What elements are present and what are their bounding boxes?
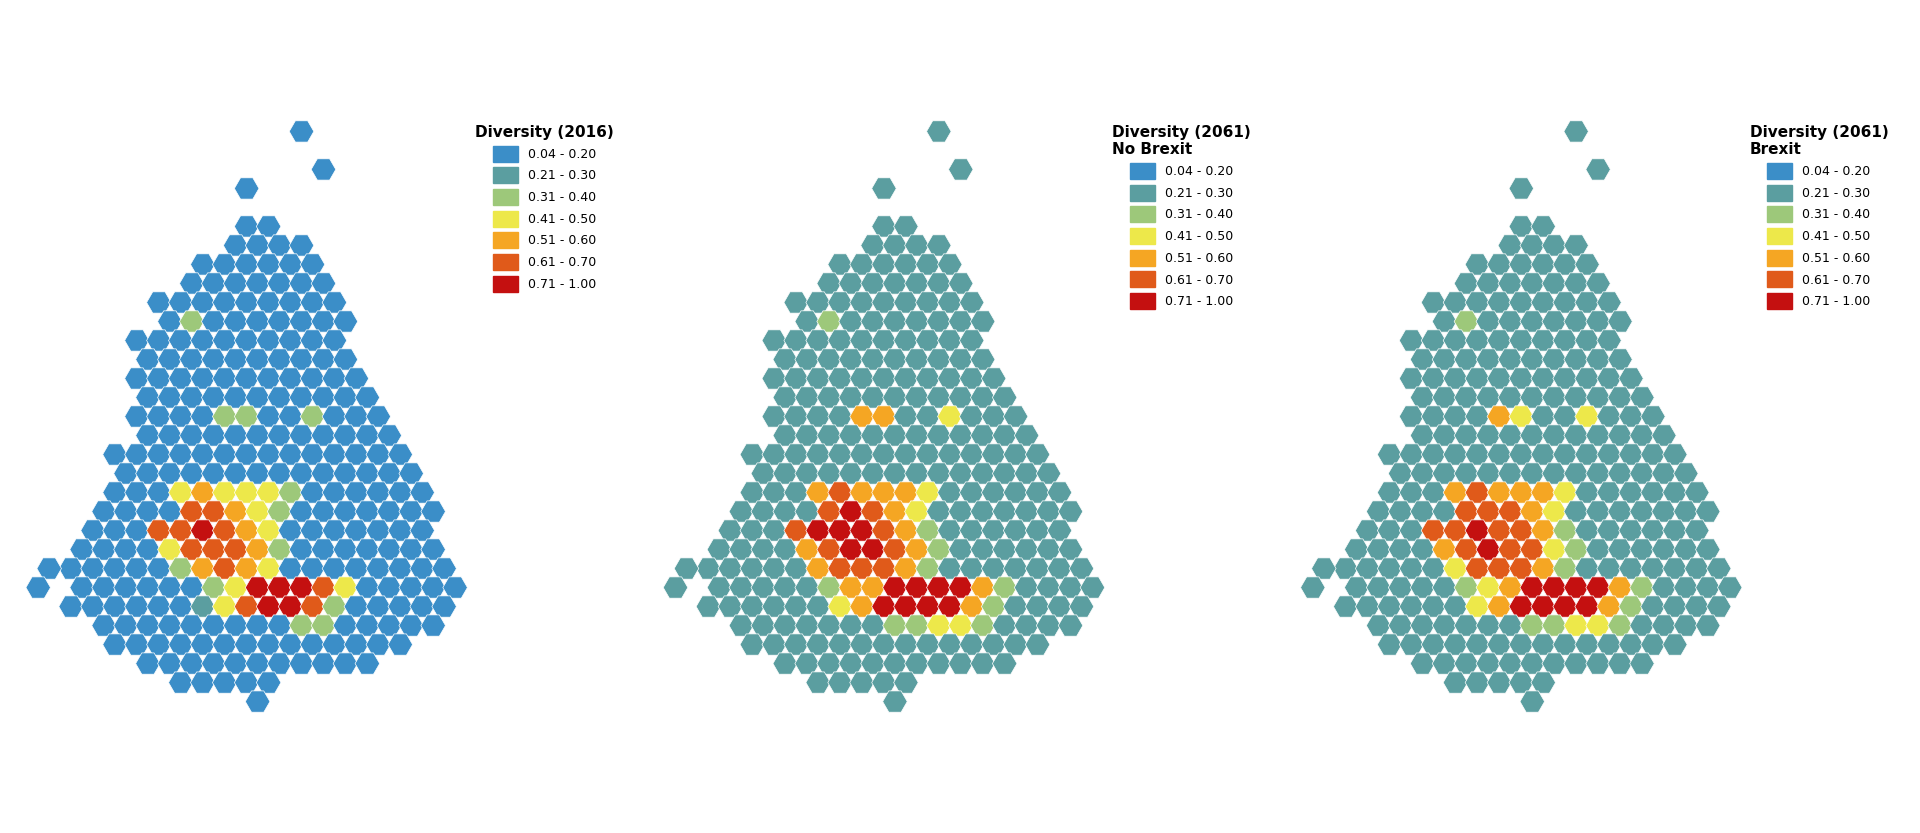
Legend: 0.04 - 0.20, 0.21 - 0.30, 0.31 - 0.40, 0.41 - 0.50, 0.51 - 0.60, 0.61 - 0.70, 0.: 0.04 - 0.20, 0.21 - 0.30, 0.31 - 0.40, 0… — [1106, 118, 1258, 316]
Legend: 0.04 - 0.20, 0.21 - 0.30, 0.31 - 0.40, 0.41 - 0.50, 0.51 - 0.60, 0.61 - 0.70, 0.: 0.04 - 0.20, 0.21 - 0.30, 0.31 - 0.40, 0… — [1743, 118, 1895, 316]
Legend: 0.04 - 0.20, 0.21 - 0.30, 0.31 - 0.40, 0.41 - 0.50, 0.51 - 0.60, 0.61 - 0.70, 0.: 0.04 - 0.20, 0.21 - 0.30, 0.31 - 0.40, 0… — [468, 118, 620, 298]
